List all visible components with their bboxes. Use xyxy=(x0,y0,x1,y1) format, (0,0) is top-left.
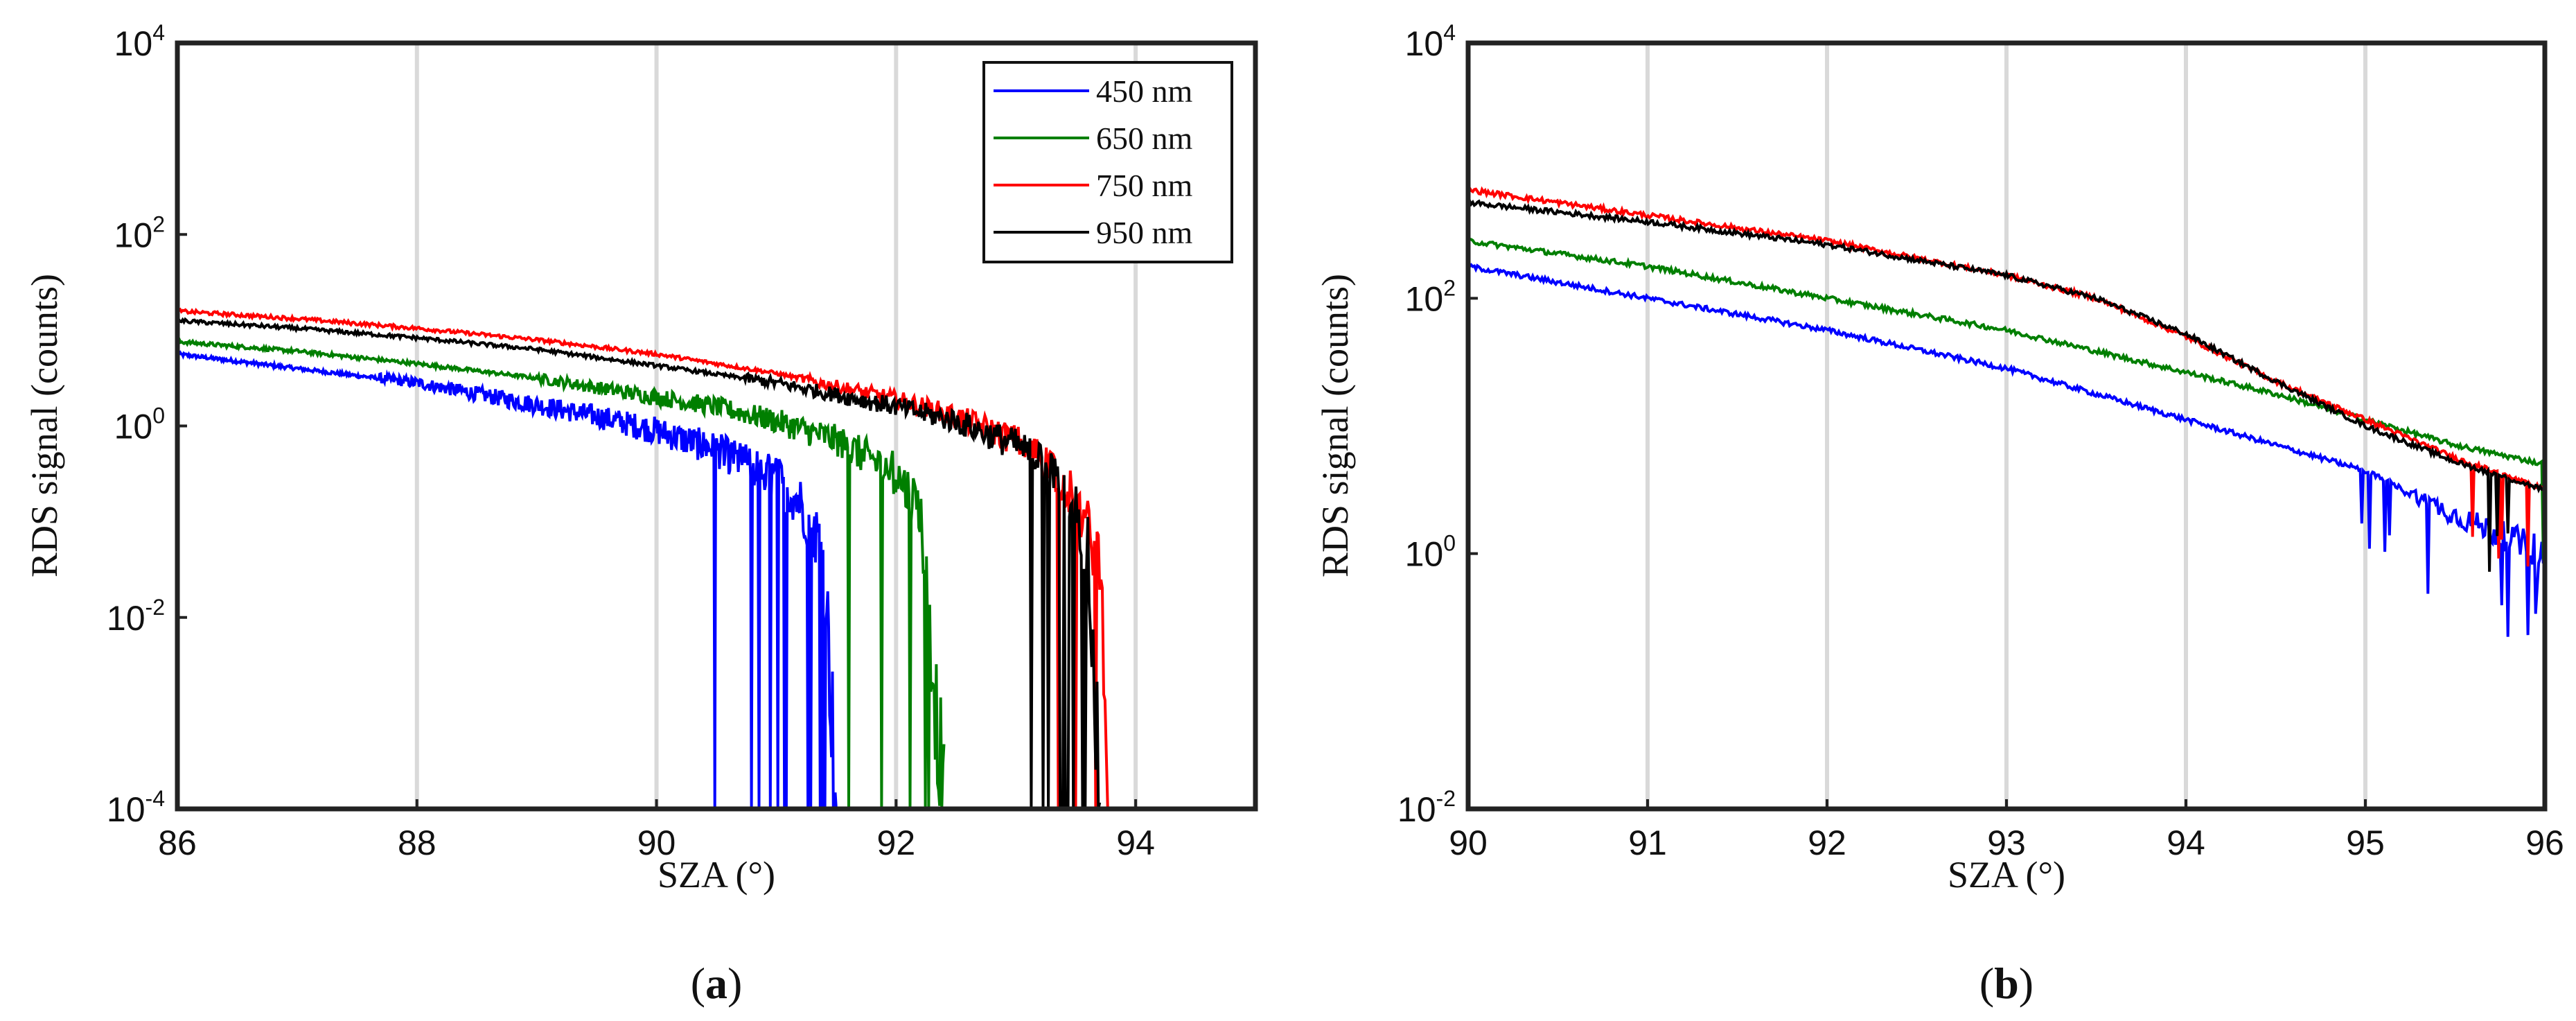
x-tick-label: 94 xyxy=(1116,823,1155,862)
y-axis-label: RDS signal (counts) xyxy=(24,274,65,577)
x-tick-label: 88 xyxy=(398,823,436,862)
x-axis-ticks: 90 91 92 93 94 95 96 xyxy=(1449,799,2564,862)
chart-panel-a: 86 88 90 92 94 10-4 10-2 100 102 104 SZA (°) RDS… xyxy=(24,20,1258,1008)
series-line-950-nm xyxy=(1468,199,2545,572)
x-tick-label: 96 xyxy=(2525,823,2564,862)
x-tick-label: 91 xyxy=(1628,823,1667,862)
y-axis-ticks: 10-2 100 102 104 xyxy=(1397,20,1478,829)
x-tick-label: 90 xyxy=(1449,823,1488,862)
x-axis-label: SZA (°) xyxy=(658,854,775,896)
x-tick-label: 90 xyxy=(637,823,676,862)
y-tick-label: 104 xyxy=(1405,20,1456,63)
series-line-450-nm xyxy=(177,350,838,809)
series-group xyxy=(1468,186,2545,637)
y-tick-label: 10-4 xyxy=(107,786,165,829)
x-tick-label: 92 xyxy=(877,823,916,862)
legend-label-650: 650 nm xyxy=(1096,121,1193,156)
x-tick-label: 92 xyxy=(1808,823,1846,862)
y-tick-label: 102 xyxy=(114,211,165,254)
series-line-650-nm xyxy=(177,337,946,809)
x-axis-label: SZA (°) xyxy=(1948,854,2065,896)
x-axis-ticks: 86 88 90 92 94 xyxy=(158,799,1155,862)
y-tick-label: 102 xyxy=(1405,275,1456,318)
y-axis-ticks: 10-4 10-2 100 102 104 xyxy=(107,20,187,829)
legend-label-450: 450 nm xyxy=(1096,73,1193,109)
legend-box xyxy=(982,61,1233,263)
y-tick-label: 100 xyxy=(1405,531,1456,574)
panel-caption-b: (b) xyxy=(1979,959,2034,1008)
series-line-950-nm xyxy=(177,317,1102,809)
x-tick-label: 94 xyxy=(2167,823,2205,862)
legend-label-750: 750 nm xyxy=(1096,168,1193,203)
panel-caption-a: (a) xyxy=(691,959,743,1008)
legend-label-950: 950 nm xyxy=(1096,215,1193,250)
chart-panel-b: 90 91 92 93 94 95 96 10-2 100 102 104 SZA (°) RDS… xyxy=(1314,20,2564,1008)
x-tick-label: 95 xyxy=(2346,823,2385,862)
y-tick-label: 10-2 xyxy=(1397,786,1456,829)
legend: 450 nm 650 nm 750 nm 950 nm xyxy=(982,61,1233,263)
x-tick-label: 86 xyxy=(158,823,197,862)
y-tick-label: 100 xyxy=(114,403,165,446)
series-line-450-nm xyxy=(1468,263,2545,637)
y-tick-label: 10-2 xyxy=(107,595,165,638)
y-axis-label: RDS signal (counts) xyxy=(1314,274,1356,577)
x-tick-label: 93 xyxy=(1987,823,2026,862)
y-tick-label: 104 xyxy=(114,20,165,63)
series-group xyxy=(177,307,1112,809)
